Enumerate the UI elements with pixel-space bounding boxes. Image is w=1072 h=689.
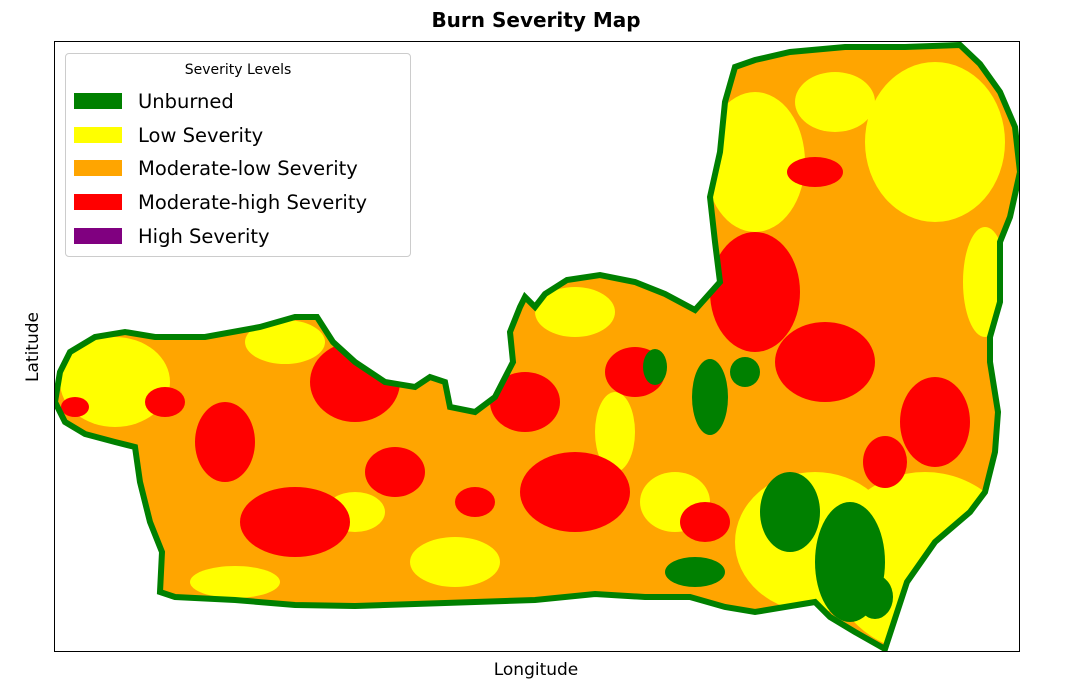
y-axis-label: Latitude [23,312,43,382]
legend-item-high-severity: High Severity [74,224,270,248]
moderate-high-severity-areas [61,157,970,557]
map-title: Burn Severity Map [431,8,641,32]
legend-swatch-unburned [74,93,122,109]
legend-item-moderate-low-severity: Moderate-low Severity [74,156,358,180]
legend-label: Moderate-low Severity [138,156,358,180]
legend-label: Low Severity [138,123,264,147]
legend-item-low-severity: Low Severity [74,123,263,147]
legend-label: Moderate-high Severity [138,190,368,214]
legend-label: High Severity [138,224,270,248]
burn-severity-map-graphic [55,42,1019,652]
unburned-areas [643,349,893,622]
legend-swatch-high-severity [74,228,122,244]
legend-swatch-low-severity [74,127,122,143]
legend-item-unburned: Unburned [74,89,234,113]
x-axis-label: Longitude [493,660,579,680]
legend-swatch-moderate-low-severity [74,160,122,176]
legend-item-moderate-high-severity: Moderate-high Severity [74,190,367,214]
legend-label: Unburned [138,89,234,113]
map-area [54,41,1020,652]
legend-swatch-moderate-high-severity [74,194,122,210]
legend-title: Severity Levels [184,62,292,78]
legend: Severity Levels Unburned Low Severity Mo… [65,53,411,257]
